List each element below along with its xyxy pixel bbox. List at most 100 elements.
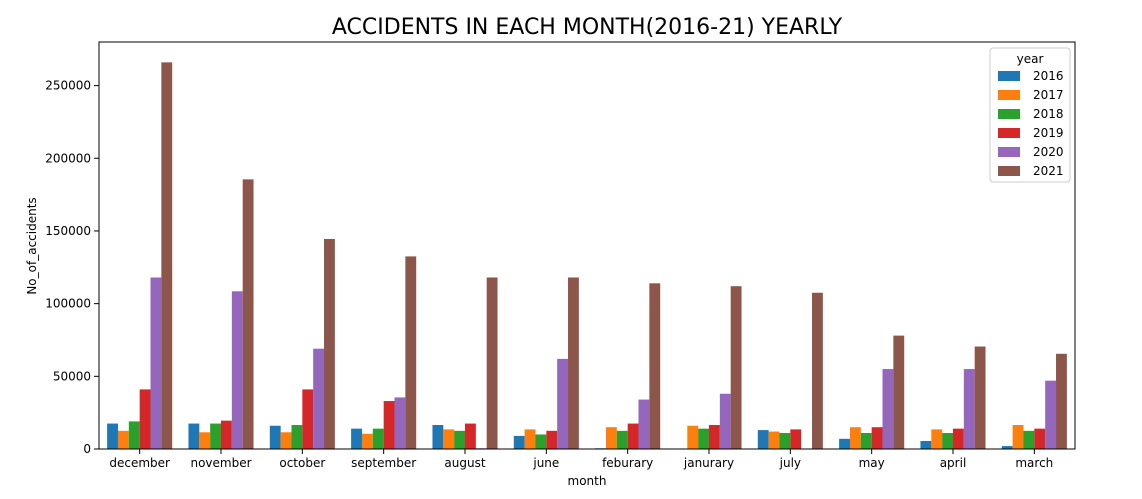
bar-september-2016 (351, 428, 362, 449)
bar-june-2020 (557, 358, 569, 449)
legend-swatch-2021 (998, 166, 1020, 176)
bar-janurary-2019 (709, 425, 720, 449)
bar-july-2017 (768, 431, 780, 449)
x-tick-label: december (109, 456, 170, 470)
x-tick-label: janurary (683, 456, 734, 470)
bar-march-2018 (1023, 430, 1035, 449)
bar-september-2018 (372, 428, 384, 449)
x-tick-label: november (190, 456, 251, 470)
bar-may-2019 (871, 427, 883, 449)
y-tick-label: 200000 (45, 151, 91, 165)
x-tick-label: feburary (602, 456, 653, 470)
bar-july-2019 (790, 429, 802, 449)
bar-may-2021 (893, 335, 905, 449)
legend-title: year (1017, 52, 1044, 66)
y-tick-label: 100000 (45, 297, 91, 311)
bar-janurary-2017 (687, 425, 699, 449)
bar-september-2019 (383, 401, 395, 449)
bar-april-2020 (963, 369, 975, 449)
bar-feburary-2017 (605, 427, 617, 449)
bar-october-2019 (302, 389, 314, 449)
bar-december-2017 (117, 430, 129, 449)
bar-november-2019 (221, 420, 232, 449)
bar-march-2019 (1034, 428, 1046, 449)
bar-december-2016 (107, 423, 118, 449)
bar-july-2016 (757, 430, 769, 449)
bar-may-2016 (839, 438, 850, 449)
bar-feburary-2018 (616, 430, 628, 449)
x-tick-label: october (279, 456, 325, 470)
x-tick-label: september (351, 456, 416, 470)
bar-august-2018 (454, 430, 465, 449)
bar-july-2018 (779, 433, 791, 449)
bar-may-2020 (882, 369, 894, 449)
bar-june-2016 (513, 435, 525, 449)
x-tick-label: june (532, 456, 559, 470)
bar-march-2016 (1001, 446, 1013, 449)
bar-june-2019 (546, 430, 558, 449)
legend-swatch-2020 (998, 147, 1020, 157)
bar-march-2020 (1045, 380, 1057, 449)
bar-june-2017 (524, 429, 536, 449)
x-tick-label: july (779, 456, 801, 470)
legend-label-2021: 2021 (1033, 164, 1064, 178)
bar-november-2016 (188, 423, 200, 449)
bar-september-2020 (394, 397, 406, 449)
x-tick-label: august (444, 456, 485, 470)
bar-november-2017 (199, 432, 211, 449)
bar-may-2018 (860, 433, 872, 449)
bar-december-2018 (128, 421, 140, 449)
bar-may-2017 (849, 427, 861, 449)
bar-feburary-2021 (649, 283, 661, 449)
bar-janurary-2020 (719, 393, 731, 449)
bar-july-2021 (812, 292, 823, 449)
bar-october-2016 (269, 425, 281, 449)
chart-title: ACCIDENTS IN EACH MONTH(2016-21) YEARLY (332, 15, 843, 40)
bar-march-2017 (1012, 425, 1024, 449)
legend-label-2017: 2017 (1033, 88, 1064, 102)
x-axis-label: month (568, 474, 607, 488)
legend-swatch-2019 (998, 128, 1020, 138)
legend-items: 2016 2017 2018 2019 2020 2021 (998, 69, 1064, 178)
y-axis-label: No_of_accidents (25, 197, 39, 294)
legend-swatch-2017 (998, 90, 1020, 100)
bar-august-2017 (443, 429, 455, 449)
bar-janurary-2018 (698, 428, 709, 449)
bar-december-2021 (161, 62, 173, 449)
bar-october-2018 (291, 425, 303, 449)
bar-december-2019 (139, 389, 151, 449)
legend: year 2016 2017 2018 2019 2020 2021 (989, 47, 1071, 183)
bar-april-2018 (942, 433, 953, 449)
legend-label-2018: 2018 (1033, 107, 1064, 121)
bar-april-2017 (931, 429, 943, 449)
y-tick-label: 0 (83, 442, 91, 456)
legend-label-2020: 2020 (1033, 145, 1064, 159)
bar-feburary-2020 (638, 399, 650, 449)
bar-june-2018 (535, 434, 547, 449)
bar-april-2019 (953, 428, 964, 449)
bar-october-2021 (324, 238, 335, 449)
legend-label-2019: 2019 (1033, 126, 1064, 140)
x-tick-label: march (1015, 456, 1053, 470)
bar-august-2016 (432, 425, 444, 449)
bar-september-2021 (405, 256, 417, 449)
bar-march-2021 (1056, 353, 1067, 449)
bar-august-2019 (465, 423, 476, 449)
y-tick-label: 250000 (45, 79, 91, 93)
x-axis: december november october september august ju… (109, 449, 1053, 470)
bar-june-2021 (568, 277, 579, 449)
legend-label-2016: 2016 (1033, 69, 1064, 83)
bars-layer (107, 62, 1067, 450)
bar-feburary-2019 (627, 423, 639, 449)
y-tick-label: 150000 (45, 224, 91, 238)
x-tick-label: may (859, 456, 885, 470)
bar-november-2018 (210, 423, 221, 449)
bar-october-2020 (313, 348, 325, 449)
x-tick-label: april (940, 456, 967, 470)
bar-august-2021 (486, 277, 498, 449)
y-tick-label: 50000 (53, 369, 91, 383)
y-axis: 0 50000 100000 150000 200000 250000 (45, 79, 99, 456)
legend-swatch-2018 (998, 109, 1020, 119)
bar-september-2017 (361, 433, 373, 449)
legend-swatch-2016 (998, 71, 1020, 81)
